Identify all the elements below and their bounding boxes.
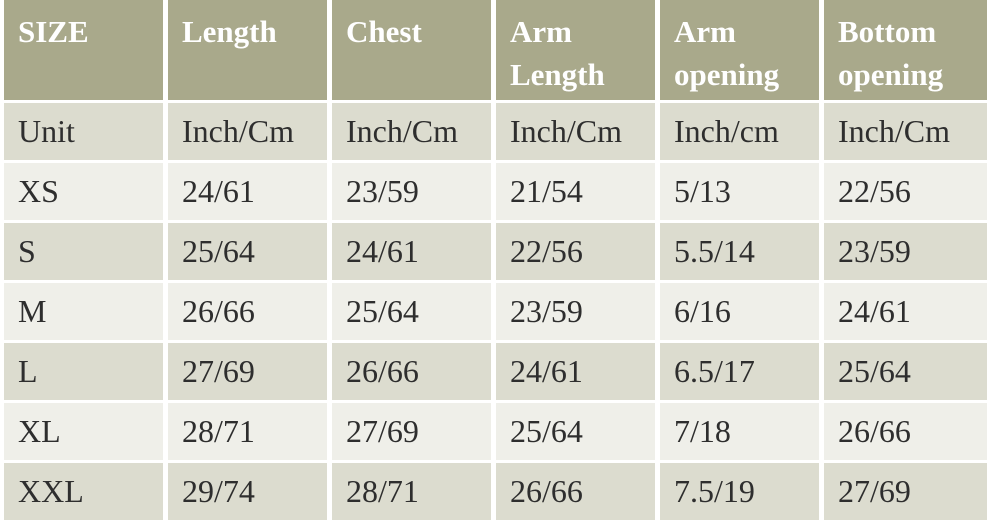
cell-text: XL [18, 413, 61, 449]
table-cell: 25/64 [496, 403, 655, 460]
cell-text: 6/16 [674, 293, 731, 329]
cell-text: Arm Length [510, 14, 605, 92]
table-cell: 29/74 [168, 463, 327, 520]
cell-text: 27/69 [182, 353, 255, 389]
cell-text: 21/54 [510, 173, 583, 209]
table-cell: Inch/Cm [824, 103, 987, 160]
cell-text: XS [18, 173, 59, 209]
cell-text: 24/61 [346, 233, 419, 269]
cell-text: L [18, 353, 38, 389]
cell-text: 28/71 [346, 473, 419, 509]
cell-text: 28/71 [182, 413, 255, 449]
table-cell: 26/66 [332, 343, 491, 400]
cell-text: S [18, 233, 36, 269]
table-cell: 26/66 [496, 463, 655, 520]
cell-text: 25/64 [510, 413, 583, 449]
table-cell: 24/61 [168, 163, 327, 220]
cell-text: 27/69 [346, 413, 419, 449]
cell-text: 23/59 [346, 173, 419, 209]
table-cell: 27/69 [168, 343, 327, 400]
table-cell: 24/61 [496, 343, 655, 400]
cell-text: 26/66 [182, 293, 255, 329]
cell-text: 6.5/17 [674, 353, 755, 389]
cell-text: Length [182, 14, 277, 49]
table-cell: 27/69 [824, 463, 987, 520]
cell-text: M [18, 293, 47, 329]
cell-text: 27/69 [838, 473, 911, 509]
cell-text: SIZE [18, 14, 89, 49]
table-cell: 21/54 [496, 163, 655, 220]
cell-text: 5/13 [674, 173, 731, 209]
size-table: SIZE Length Chest Arm Length Arm opening Bott… [4, 0, 987, 520]
table-cell: L [4, 343, 163, 400]
table-cell: Inch/Cm [332, 103, 491, 160]
table-cell: XS [4, 163, 163, 220]
table-cell: 23/59 [496, 283, 655, 340]
table-cell: 25/64 [168, 223, 327, 280]
cell-text: Unit [18, 113, 75, 149]
cell-text: 29/74 [182, 473, 255, 509]
table-cell: 6.5/17 [660, 343, 819, 400]
header-cell: Arm Length [496, 0, 655, 100]
cell-text: Inch/Cm [346, 113, 458, 149]
table-cell: 23/59 [824, 223, 987, 280]
table-cell: Inch/Cm [168, 103, 327, 160]
cell-text: 26/66 [346, 353, 419, 389]
table-cell: 26/66 [168, 283, 327, 340]
table-cell: 26/66 [824, 403, 987, 460]
cell-text: 22/56 [510, 233, 583, 269]
cell-text: 25/64 [838, 353, 911, 389]
cell-text: XXL [18, 473, 84, 509]
cell-text: 26/66 [838, 413, 911, 449]
cell-text: 25/64 [182, 233, 255, 269]
cell-text: Chest [346, 14, 422, 49]
table-cell: 7.5/19 [660, 463, 819, 520]
table-cell: 7/18 [660, 403, 819, 460]
header-cell: SIZE [4, 0, 163, 100]
header-cell: Chest [332, 0, 491, 100]
table-cell: 27/69 [332, 403, 491, 460]
cell-text: 22/56 [838, 173, 911, 209]
cell-text: 23/59 [838, 233, 911, 269]
table-cell: XXL [4, 463, 163, 520]
header-cell: Arm opening [660, 0, 819, 100]
table-cell: 22/56 [496, 223, 655, 280]
cell-text: 26/66 [510, 473, 583, 509]
cell-text: 25/64 [346, 293, 419, 329]
cell-text: 23/59 [510, 293, 583, 329]
cell-text: 24/61 [838, 293, 911, 329]
cell-text: Inch/Cm [182, 113, 294, 149]
table-cell: S [4, 223, 163, 280]
table-cell: 24/61 [824, 283, 987, 340]
cell-text: 24/61 [182, 173, 255, 209]
table-cell: 25/64 [824, 343, 987, 400]
table-cell: 28/71 [168, 403, 327, 460]
table-cell: 6/16 [660, 283, 819, 340]
table-cell: 24/61 [332, 223, 491, 280]
table-cell: 23/59 [332, 163, 491, 220]
header-cell: Bottom opening [824, 0, 987, 100]
table-cell: Inch/Cm [496, 103, 655, 160]
table-cell: 5/13 [660, 163, 819, 220]
cell-text: Inch/Cm [510, 113, 622, 149]
table-cell: Inch/cm [660, 103, 819, 160]
cell-text: Inch/cm [674, 113, 779, 149]
cell-text: Inch/Cm [838, 113, 950, 149]
cell-text: 24/61 [510, 353, 583, 389]
table-cell: 5.5/14 [660, 223, 819, 280]
table-cell: Unit [4, 103, 163, 160]
table-cell: 22/56 [824, 163, 987, 220]
cell-text: Bottom opening [838, 14, 944, 92]
table-cell: 25/64 [332, 283, 491, 340]
cell-text: 7.5/19 [674, 473, 755, 509]
table-cell: M [4, 283, 163, 340]
cell-text: 7/18 [674, 413, 731, 449]
table-cell: 28/71 [332, 463, 491, 520]
cell-text: Arm opening [674, 14, 780, 92]
header-cell: Length [168, 0, 327, 100]
table-cell: XL [4, 403, 163, 460]
cell-text: 5.5/14 [674, 233, 755, 269]
